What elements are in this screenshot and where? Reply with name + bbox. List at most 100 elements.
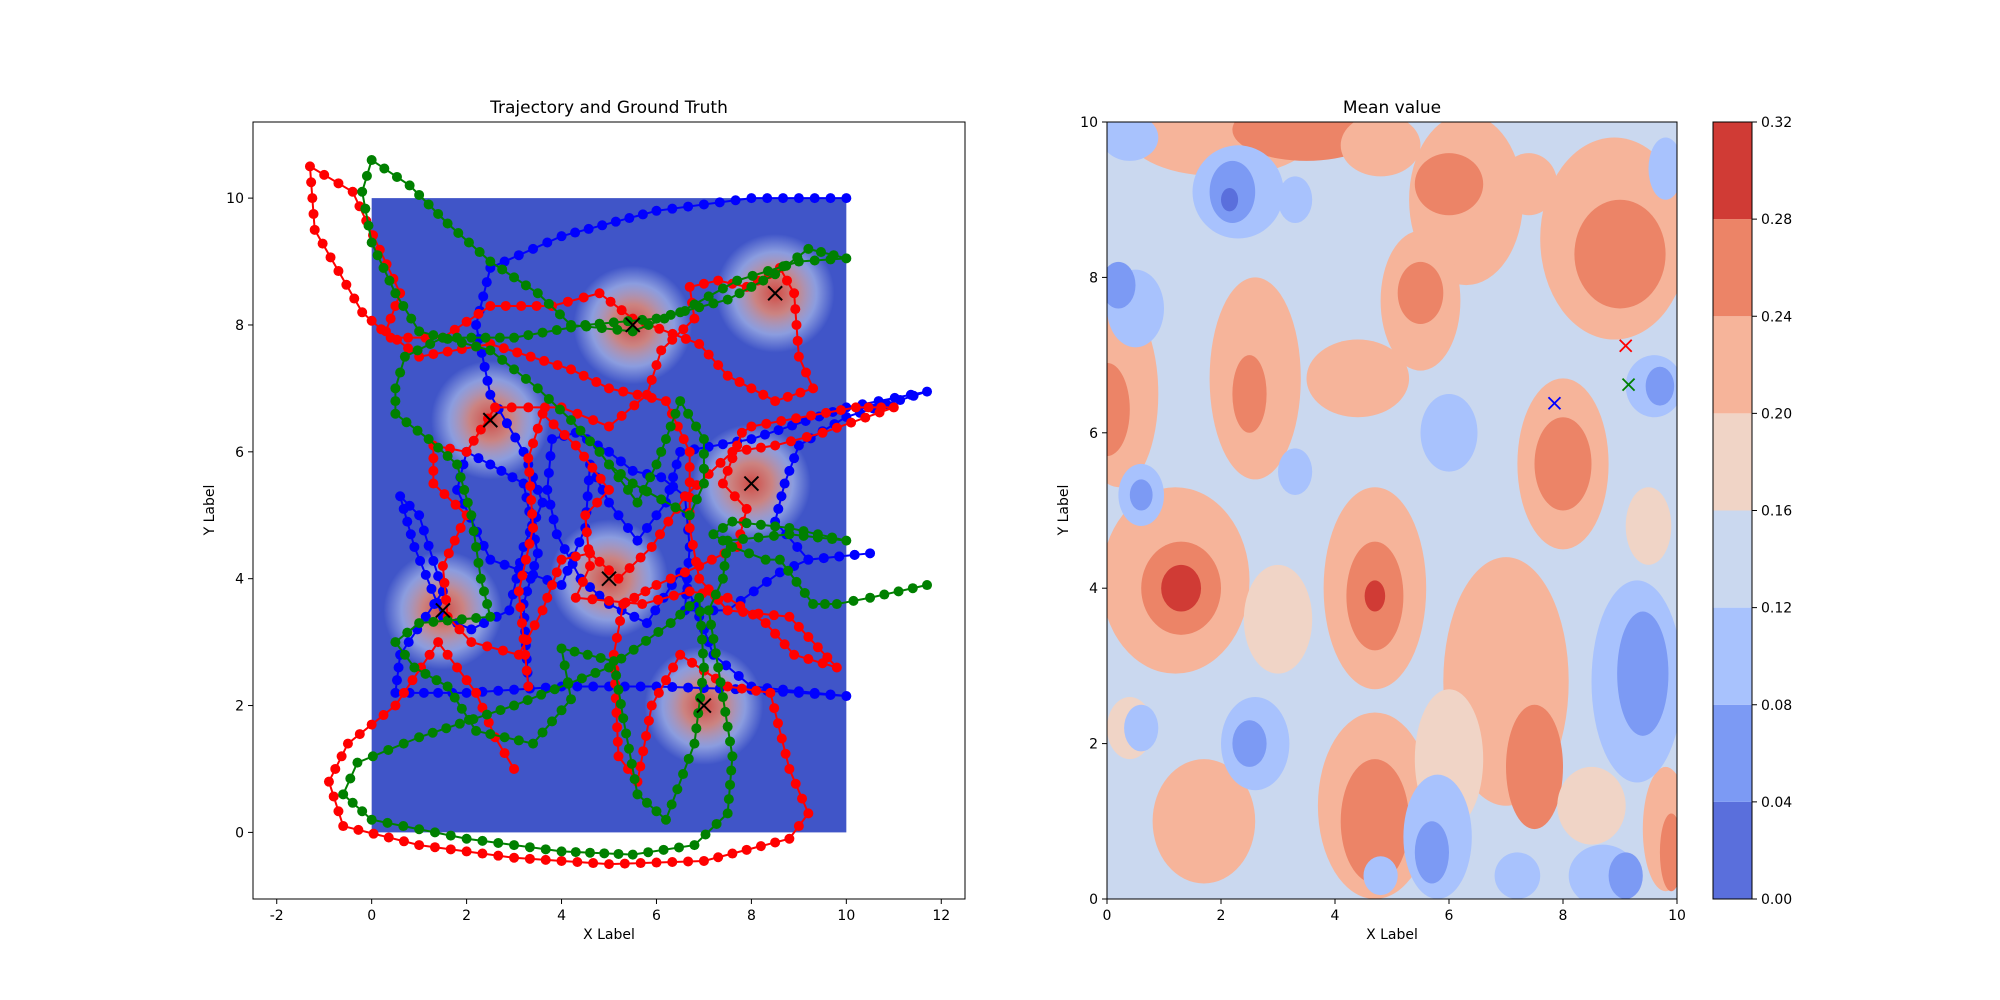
trajectory-point <box>772 718 783 729</box>
trajectory-point <box>509 364 520 375</box>
trajectory-point <box>613 573 624 584</box>
trajectory-point <box>543 467 554 478</box>
trajectory-point <box>336 751 347 762</box>
trajectory-point <box>734 288 745 299</box>
trajectory-point <box>509 332 520 343</box>
trajectory-point <box>428 478 439 489</box>
trajectory-point <box>703 291 714 302</box>
trajectory-point <box>485 345 496 356</box>
trajectory-point <box>708 529 719 540</box>
trajectory-point <box>753 532 764 543</box>
trajectory-point <box>523 453 534 464</box>
trajectory-point <box>547 716 558 727</box>
trajectory-point <box>653 594 664 605</box>
contour-region <box>1659 813 1677 892</box>
trajectory-point <box>659 313 670 324</box>
trajectory-point <box>713 360 724 371</box>
trajectory-point <box>347 186 358 197</box>
left-y-tick-label: 0 <box>235 825 244 841</box>
trajectory-point <box>390 687 401 698</box>
trajectory-point <box>449 535 460 546</box>
trajectory-point <box>404 500 415 511</box>
trajectory-point <box>599 848 610 859</box>
trajectory-point <box>769 703 780 714</box>
contour-region <box>1645 366 1675 406</box>
trajectory-point <box>841 691 852 702</box>
trajectory-point <box>497 645 508 656</box>
colorbar-band <box>1713 413 1752 511</box>
trajectory-point <box>402 516 413 527</box>
trajectory-point <box>694 339 705 349</box>
trajectory-point <box>390 637 401 648</box>
trajectory-point <box>611 707 622 718</box>
trajectory-point <box>784 529 795 540</box>
trajectory-point <box>525 351 536 362</box>
trajectory-point <box>594 446 605 457</box>
trajectory-point <box>734 377 745 388</box>
trajectory-point <box>695 606 706 617</box>
trajectory-point <box>675 446 686 457</box>
trajectory-point <box>684 281 695 292</box>
trajectory-point <box>651 806 662 817</box>
trajectory-point <box>694 592 705 603</box>
trajectory-point <box>710 589 721 600</box>
trajectory-point <box>471 319 482 330</box>
contour-region <box>1278 448 1313 495</box>
left-x-tick-label: 2 <box>462 908 471 924</box>
trajectory-point <box>537 605 548 616</box>
trajectory-point <box>722 605 733 616</box>
trajectory-point <box>784 833 795 844</box>
trajectory-point <box>493 685 504 696</box>
trajectory-point <box>698 855 709 866</box>
trajectory-point <box>482 599 493 610</box>
mean-value-contour <box>1107 122 1677 899</box>
trajectory-point <box>528 438 539 449</box>
trajectory-point <box>684 586 695 597</box>
trajectory-point <box>622 522 633 533</box>
trajectory-point <box>468 526 479 537</box>
trajectory-point <box>569 646 580 657</box>
trajectory-point <box>618 713 629 724</box>
mean-x-marker <box>1619 339 1633 353</box>
trajectory-point <box>361 170 372 181</box>
trajectory-point <box>325 252 336 263</box>
trajectory-point <box>717 522 728 533</box>
contour-region <box>1243 564 1313 674</box>
trajectory-point <box>570 227 581 238</box>
trajectory-point <box>524 467 535 478</box>
trajectory-point <box>744 548 755 559</box>
contour-region <box>1107 362 1130 457</box>
trajectory-point <box>578 370 589 381</box>
trajectory-point <box>479 618 490 629</box>
trajectory-point <box>616 305 627 316</box>
trajectory-point <box>793 256 804 267</box>
trajectory-point <box>615 698 626 709</box>
trajectory-point <box>498 343 509 354</box>
trajectory-point <box>698 662 709 673</box>
trajectory-point <box>668 590 679 601</box>
trajectory-point <box>542 237 553 248</box>
trajectory-point <box>500 300 511 311</box>
contour-region <box>1363 856 1398 896</box>
left-y-tick-label: 8 <box>235 318 244 334</box>
trajectory-point <box>656 446 667 457</box>
trajectory-point <box>594 288 605 299</box>
trajectory-point <box>442 218 453 229</box>
trajectory-point <box>841 253 852 264</box>
trajectory-point <box>583 544 594 555</box>
trajectory-point <box>697 648 708 659</box>
trajectory-point <box>646 541 657 552</box>
trajectory-point <box>694 573 705 584</box>
trajectory-point <box>604 421 614 432</box>
trajectory-point <box>778 261 789 272</box>
trajectory-point <box>595 473 606 484</box>
contour-region <box>1506 704 1563 830</box>
trajectory-point <box>697 634 708 645</box>
trajectory-point <box>529 561 540 571</box>
trajectory-point <box>479 586 490 597</box>
trajectory-point <box>922 580 933 591</box>
trajectory-point <box>566 694 577 705</box>
trajectory-point <box>495 705 506 716</box>
trajectory-point <box>678 769 689 780</box>
trajectory-point <box>637 209 648 220</box>
